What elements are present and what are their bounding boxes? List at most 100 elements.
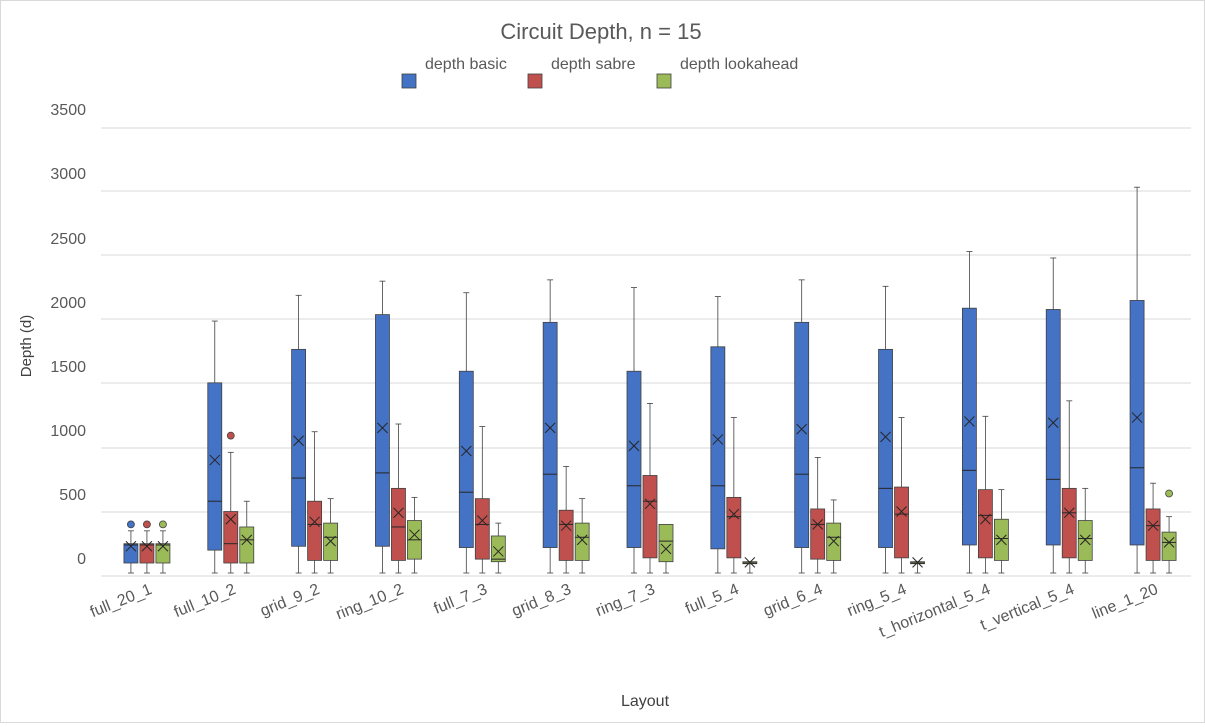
y-axis-ticks: 0 500 1000 1500 2000 2500 3000 3500	[50, 102, 86, 568]
box-depth-lookahead-full_10_2	[239, 500, 255, 574]
box-body	[710, 346, 726, 550]
mean-marker	[812, 519, 824, 530]
mean-marker	[912, 557, 923, 568]
legend-entry: depth lookahead	[680, 56, 798, 73]
box-body	[642, 475, 658, 559]
box-body	[878, 348, 893, 548]
box-depth-sabre-line_1_20	[1145, 482, 1161, 574]
box-depth-sabre-grid_6_4	[810, 457, 826, 574]
box-depth-lookahead-ring_10_2	[407, 496, 422, 574]
mean-marker	[325, 535, 336, 547]
mean-marker	[544, 422, 556, 434]
mean-marker	[796, 423, 808, 435]
box-body	[223, 511, 239, 564]
box-depth-basic-grid_8_3	[542, 279, 558, 574]
outlier-point	[226, 431, 235, 440]
box-depth-sabre-full_7_3	[474, 426, 490, 574]
x-tick-label: full_10_2	[172, 581, 239, 621]
box-depth-basic-full_20_1	[123, 520, 139, 574]
box-depth-basic-full_5_4	[710, 296, 726, 574]
outlier-point	[127, 520, 135, 529]
box-depth-lookahead-full_5_4	[742, 557, 758, 574]
x-tick-label: full_5_4	[683, 581, 741, 618]
legend-swatch	[656, 73, 672, 89]
y-tick-label: 2500	[50, 231, 86, 248]
box-depth-lookahead-t_horizontal_5_4	[993, 489, 1009, 574]
x-tick-label: ring_5_4	[845, 581, 909, 620]
gridlines	[101, 127, 1191, 577]
mean-marker	[728, 508, 740, 520]
mean-marker	[1079, 534, 1091, 546]
x-axis-title: Layout	[621, 693, 670, 710]
box-depth-basic-t_vertical_5_4	[1045, 257, 1061, 574]
box-depth-lookahead-t_vertical_5_4	[1077, 487, 1093, 574]
mean-marker	[460, 445, 472, 457]
box-depth-sabre-t_vertical_5_4	[1061, 400, 1077, 574]
mean-marker	[225, 513, 237, 525]
box-body	[458, 370, 474, 548]
legend-entry: depth basic	[425, 56, 507, 73]
mean-marker	[492, 546, 504, 557]
box-depth-sabre-full_10_2	[223, 431, 239, 574]
box-body	[307, 500, 323, 561]
mean-marker	[828, 535, 840, 547]
y-tick-label: 3000	[50, 166, 86, 183]
x-tick-label: t_vertical_5_4	[978, 581, 1077, 634]
box-body	[977, 489, 993, 559]
mean-marker	[409, 529, 420, 541]
y-tick-label: 1000	[50, 423, 86, 440]
x-tick-label: ring_10_2	[334, 581, 406, 623]
y-axis-title: Depth (d)	[18, 315, 35, 378]
box-depth-basic-grid_6_4	[794, 279, 810, 574]
box-body	[291, 348, 307, 547]
box-body	[726, 496, 742, 559]
box-body	[123, 543, 139, 564]
box-body	[490, 535, 506, 563]
mean-marker	[644, 498, 656, 510]
mean-marker	[209, 454, 221, 466]
mean-marker	[896, 506, 907, 517]
box-depth-sabre-ring_7_3	[642, 403, 658, 574]
outlier-point	[1165, 489, 1173, 498]
mean-marker	[393, 507, 404, 519]
legend-swatch	[401, 73, 417, 89]
mean-marker	[1163, 537, 1175, 548]
box-body	[1145, 508, 1161, 561]
mean-marker	[157, 540, 169, 552]
mean-marker	[964, 416, 975, 427]
x-tick-label: line_1_20	[1090, 581, 1161, 623]
y-tick-label: 3500	[50, 102, 86, 119]
box-depth-basic-full_10_2	[207, 320, 223, 574]
box-body	[894, 486, 909, 559]
mean-marker	[1131, 412, 1143, 423]
x-tick-label: full_20_1	[88, 581, 155, 621]
legend: depth basic depth sabre depth lookahead	[401, 56, 798, 89]
box-depth-lookahead-grid_9_2	[323, 498, 339, 574]
box-body	[1129, 300, 1145, 546]
x-tick-label: grid_9_2	[258, 581, 322, 620]
y-tick-label: 2000	[50, 295, 86, 312]
box-depth-lookahead-ring_5_4	[910, 557, 925, 574]
mean-marker	[377, 422, 388, 434]
box-depth-sabre-grid_9_2	[307, 431, 323, 574]
box-depth-sabre-t_horizontal_5_4	[977, 415, 993, 574]
mean-marker	[880, 431, 891, 443]
box-depth-lookahead-grid_6_4	[826, 499, 842, 574]
x-axis-ticks: full_20_1 full_10_2 grid_9_2 ring_10_2 full_…	[88, 581, 1161, 641]
box-depth-basic-ring_10_2	[375, 280, 390, 574]
box-body	[574, 522, 590, 561]
box-body	[1061, 487, 1077, 559]
y-tick-label: 0	[77, 551, 86, 568]
box-body	[139, 543, 155, 564]
box-depth-sabre-ring_5_4	[894, 417, 909, 574]
mean-marker	[712, 434, 724, 445]
box-body	[794, 321, 810, 548]
mean-marker	[141, 540, 153, 552]
mean-marker	[293, 435, 304, 447]
box-depth-lookahead-ring_7_3	[658, 523, 674, 574]
mean-marker	[241, 534, 253, 546]
mean-marker	[628, 440, 640, 452]
box-body	[474, 498, 490, 560]
